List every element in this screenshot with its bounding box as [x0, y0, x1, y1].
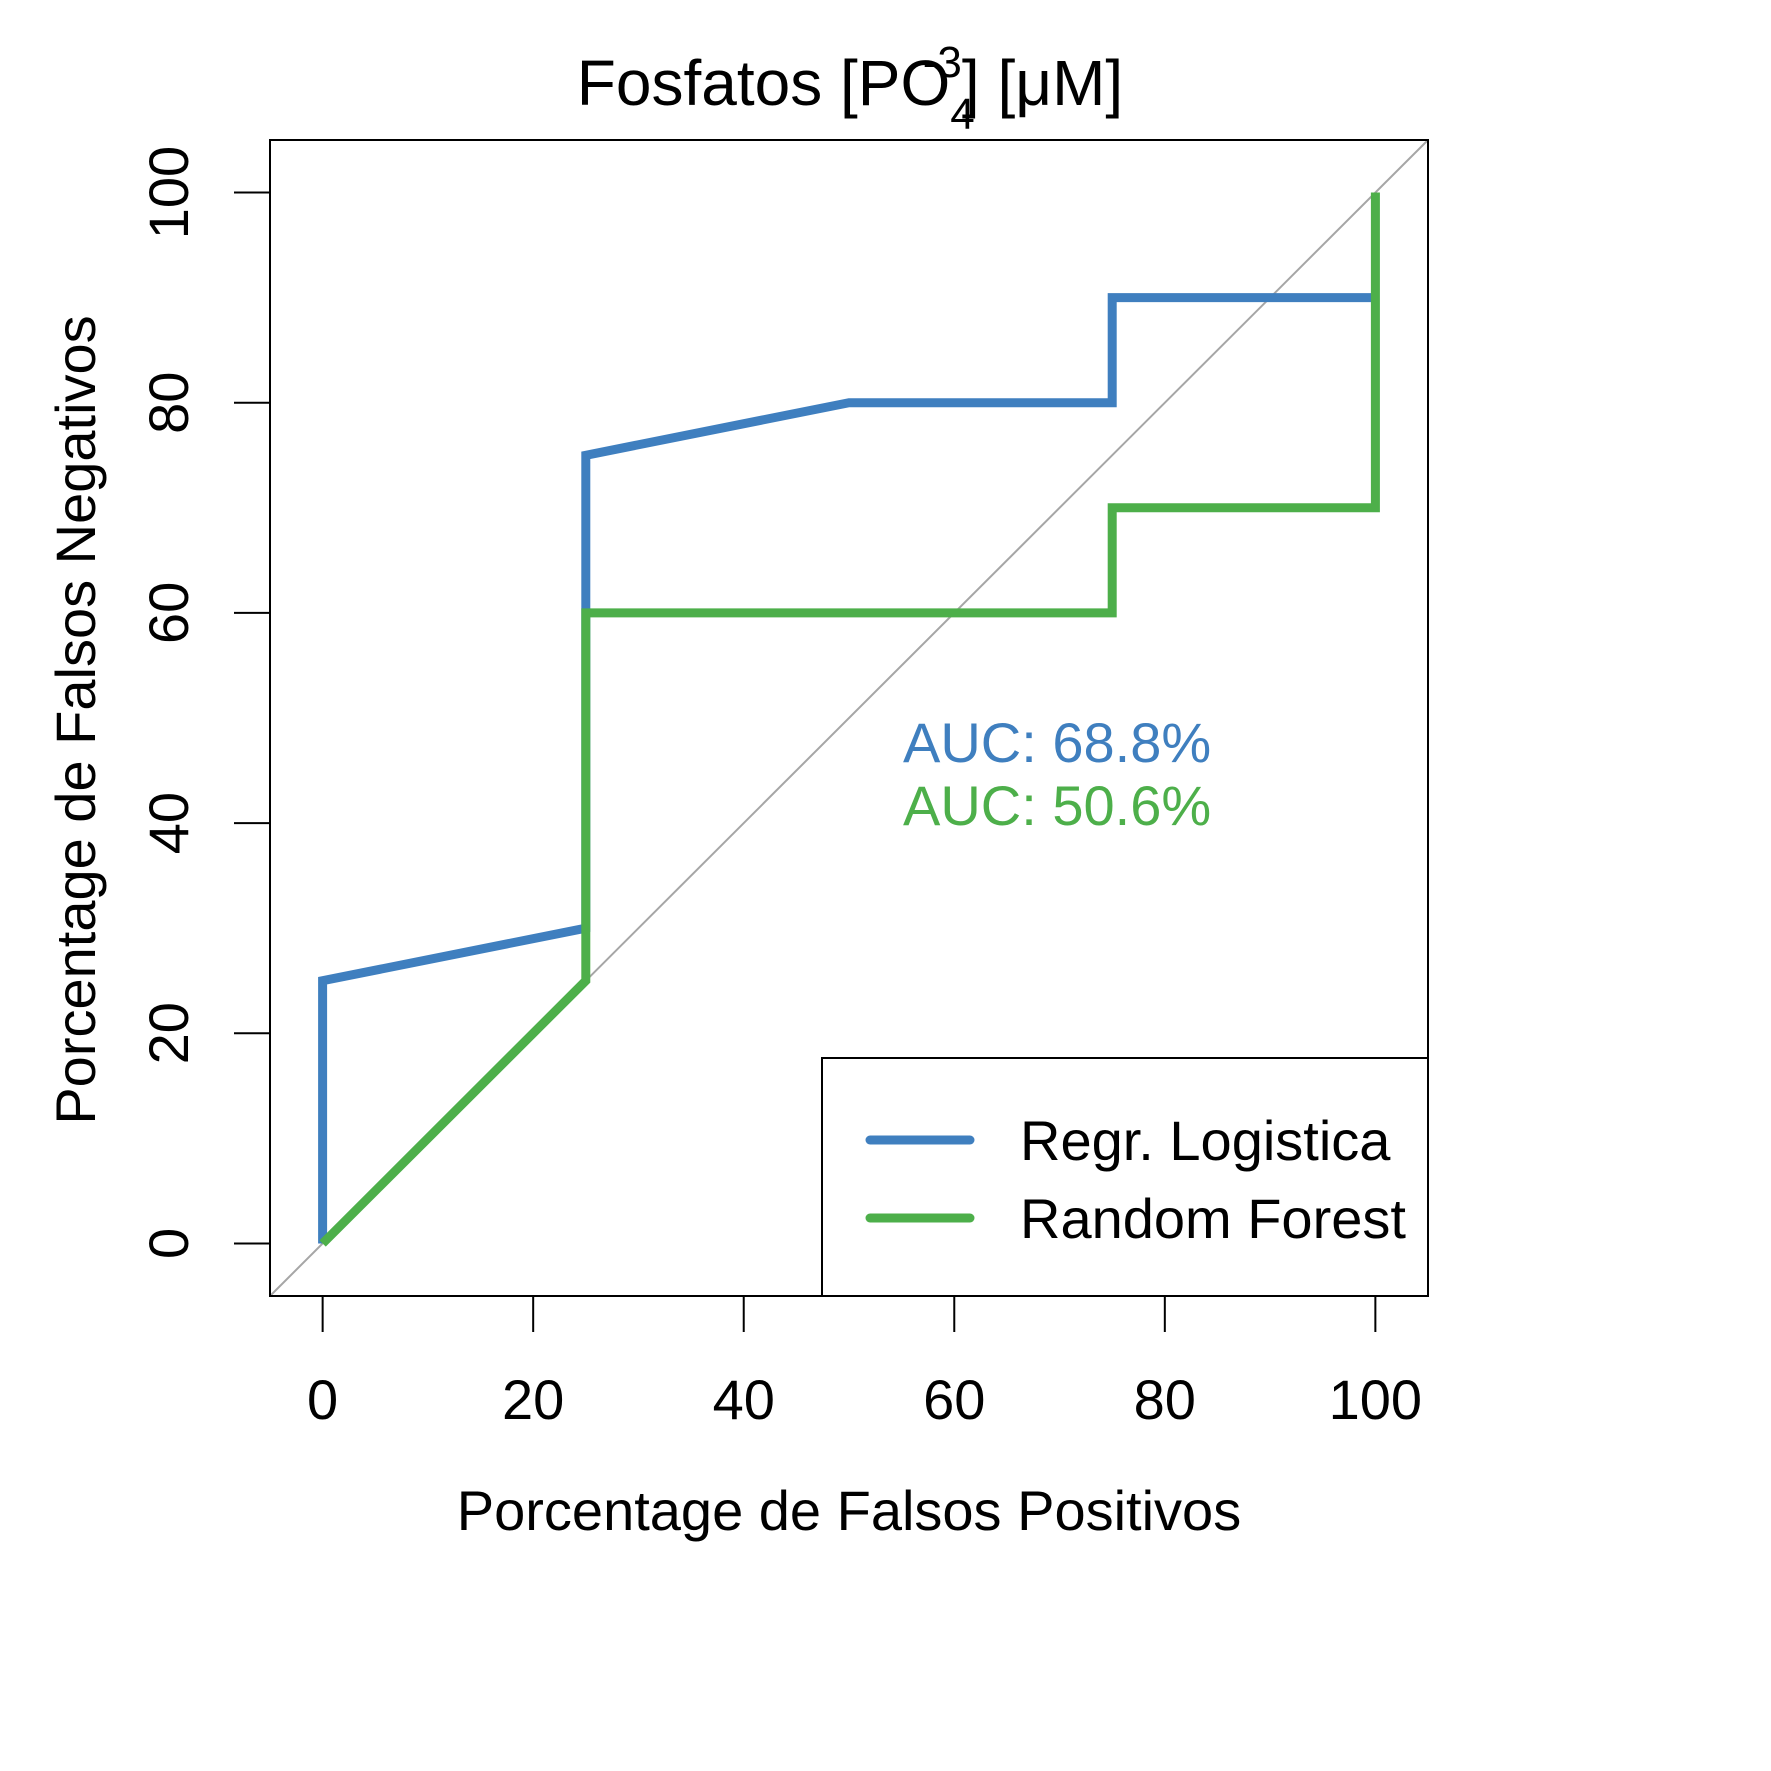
auc-annotation-1: AUC: 68.8%	[903, 711, 1211, 774]
legend-box	[821, 1057, 1429, 1297]
title-subscript: 4	[950, 90, 974, 139]
y-tick-label: 20	[137, 1002, 200, 1064]
y-tick-label: 80	[137, 372, 200, 434]
x-tick-label: 20	[502, 1368, 564, 1431]
series-line-1	[318, 293, 1376, 1244]
title-main: Fosfatos [PO	[577, 47, 950, 119]
series-line-2	[319, 192, 1380, 1247]
y-axis-label: Porcentage de Falsos Negativos	[44, 315, 107, 1124]
legend-label-1: Regr. Logistica	[1020, 1109, 1391, 1172]
plot-area: 0 20 40 60 80 100 0 20 40 60 80 100 AUC: 68.8%AUC: 5…	[137, 139, 1429, 1431]
y-tick-label: 60	[137, 582, 200, 644]
title-suffix: ] [μM]	[962, 47, 1123, 119]
chart-title: Fosfatos [PO4-3] [μM]	[577, 38, 1123, 139]
x-tick-label: 0	[307, 1368, 338, 1431]
y-tick-label: 100	[137, 146, 200, 239]
x-tick-label: 80	[1134, 1368, 1196, 1431]
x-tick-label: 60	[923, 1368, 985, 1431]
auc-annotation-2: AUC: 50.6%	[903, 774, 1211, 837]
y-tick-label: 40	[137, 792, 200, 854]
x-axis-label: Porcentage de Falsos Positivos	[457, 1479, 1241, 1542]
x-tick-label: 100	[1329, 1368, 1422, 1431]
x-tick-label: 40	[713, 1368, 775, 1431]
legend-label-2: Random Forest	[1020, 1187, 1406, 1250]
y-tick-label: 0	[137, 1228, 200, 1259]
title-superscript: -3	[923, 38, 962, 87]
